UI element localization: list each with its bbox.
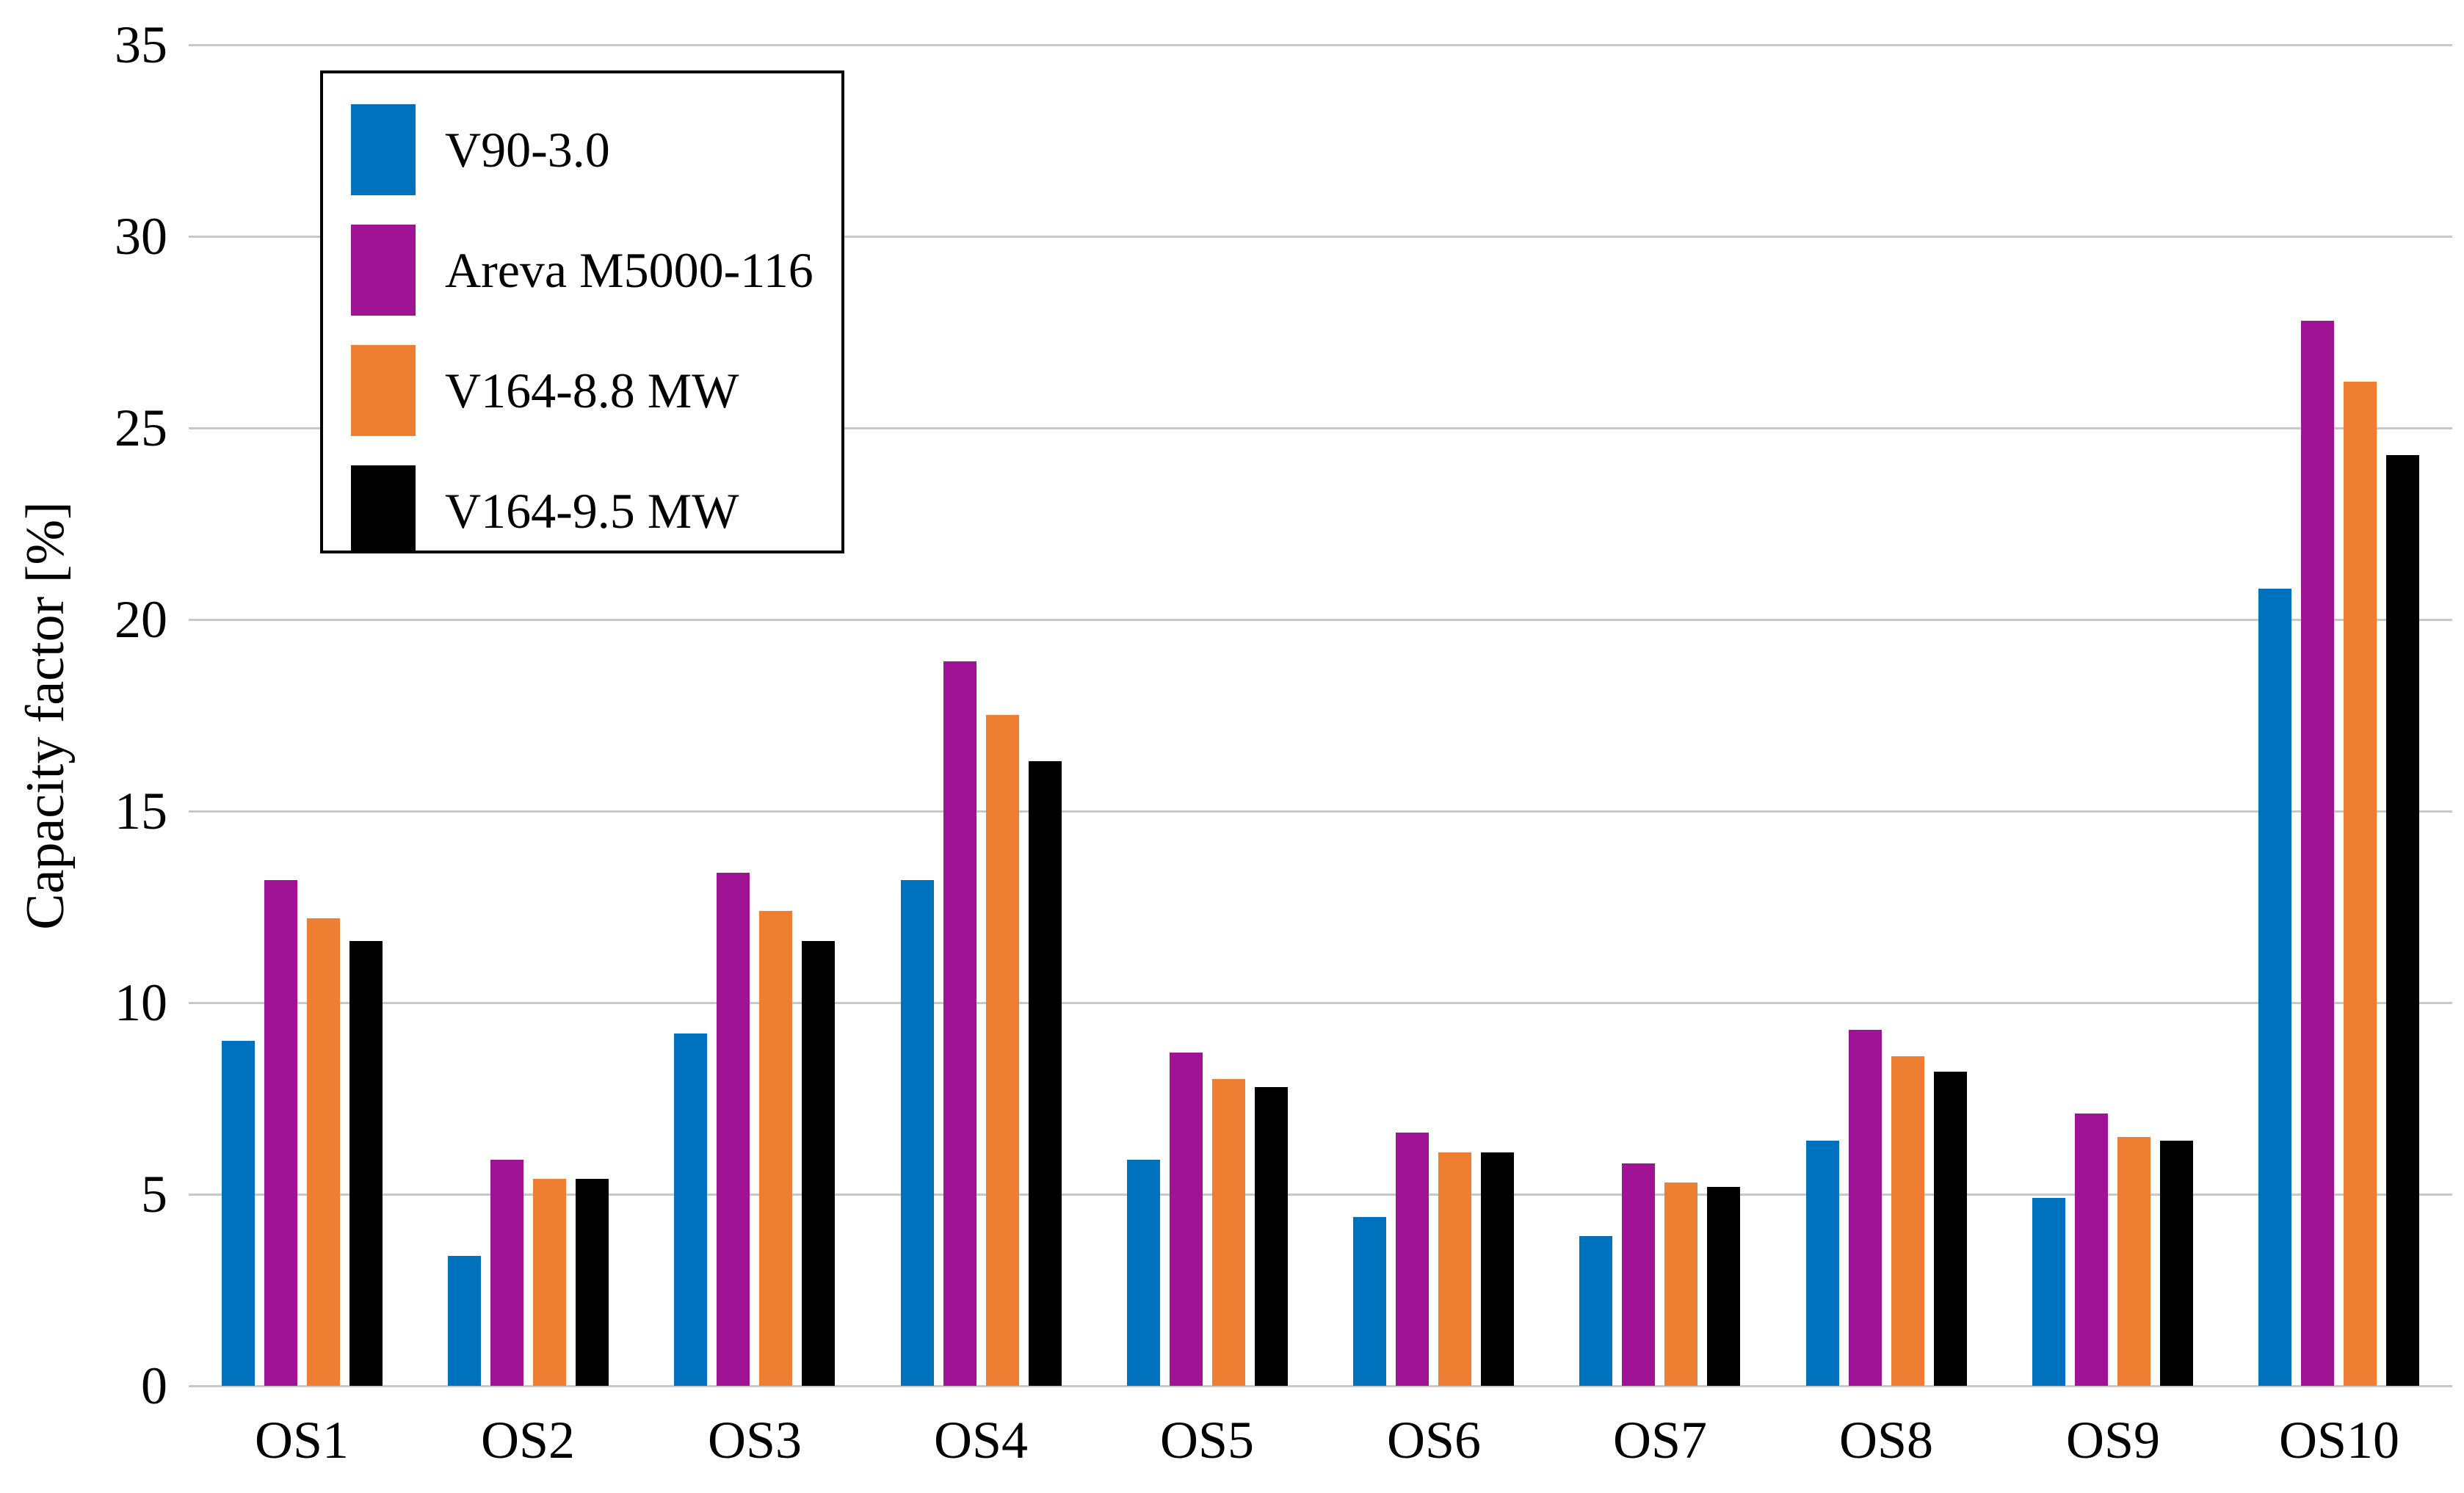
bar-OS1-V164-9.5 MW [349, 941, 383, 1386]
bar-OS9-V164-8.8 MW [2117, 1137, 2150, 1386]
x-tick-label-OS10: OS10 [2278, 1411, 2400, 1470]
bar-OS2-V90-3.0 [448, 1256, 481, 1386]
y-tick-label-30: 30 [115, 207, 167, 266]
legend-item-V164-8.8 MW: V164-8.8 MW [351, 330, 841, 451]
bar-OS3-Areva M5000-116 [717, 873, 750, 1386]
legend: V90-3.0 Areva M5000-116 V164-8.8 MW V164-9.… [320, 70, 844, 553]
x-tick-label-OS9: OS9 [2065, 1411, 2161, 1470]
x-tick-label-OS3: OS3 [707, 1411, 802, 1470]
legend-label-V164-8.8 MW: V164-8.8 MW [445, 363, 739, 418]
bar-OS8-Areva M5000-116 [1849, 1030, 1882, 1386]
bar-OS6-V164-8.8 MW [1438, 1152, 1471, 1386]
bar-OS10-V164-8.8 MW [2344, 382, 2377, 1386]
bar-OS5-V90-3.0 [1127, 1160, 1160, 1386]
bar-OS5-Areva M5000-116 [1170, 1053, 1203, 1386]
y-tick-label-10: 10 [115, 973, 167, 1032]
x-tick-label-OS8: OS8 [1838, 1411, 1934, 1470]
gridline-10 [189, 1002, 2452, 1004]
bar-OS6-V90-3.0 [1353, 1217, 1386, 1386]
gridline-15 [189, 810, 2452, 813]
y-tick-label-5: 5 [141, 1165, 167, 1224]
y-tick-label-15: 15 [115, 782, 167, 840]
gridline-35 [189, 44, 2452, 46]
legend-item-V90-3.0: V90-3.0 [351, 90, 841, 210]
bar-OS5-V164-8.8 MW [1212, 1079, 1245, 1386]
bar-OS3-V164-8.8 MW [759, 911, 792, 1386]
legend-item-V164-9.5 MW: V164-9.5 MW [351, 451, 841, 551]
gridline-30 [189, 236, 2452, 238]
x-tick-label-OS2: OS2 [480, 1411, 576, 1470]
bar-OS4-V164-9.5 MW [1029, 761, 1062, 1386]
bar-OS7-Areva M5000-116 [1622, 1163, 1655, 1386]
bar-OS7-V164-9.5 MW [1707, 1187, 1740, 1386]
bar-OS4-V164-8.8 MW [986, 715, 1019, 1386]
bar-OS6-V164-9.5 MW [1481, 1152, 1514, 1386]
bar-OS1-V90-3.0 [222, 1041, 255, 1386]
bar-OS3-V164-9.5 MW [802, 941, 835, 1386]
bar-OS6-Areva M5000-116 [1396, 1133, 1429, 1386]
y-tick-label-25: 25 [115, 399, 167, 457]
legend-label-V164-9.5 MW: V164-9.5 MW [445, 483, 739, 539]
gridline-5 [189, 1194, 2452, 1196]
bar-OS7-V90-3.0 [1579, 1236, 1612, 1386]
x-tick-label-OS7: OS7 [1612, 1411, 1708, 1470]
bar-OS9-V164-9.5 MW [2160, 1141, 2193, 1386]
bar-OS1-Areva M5000-116 [264, 880, 297, 1386]
gridline-20 [189, 619, 2452, 621]
legend-swatch-Areva M5000-116 [351, 225, 416, 316]
gridline-25 [189, 427, 2452, 429]
bar-OS8-V164-9.5 MW [1934, 1072, 1967, 1386]
bar-OS10-Areva M5000-116 [2301, 321, 2334, 1386]
y-tick-label-0: 0 [141, 1356, 167, 1415]
y-axis-title: Capacity factor [%] [15, 501, 76, 930]
bar-OS2-Areva M5000-116 [490, 1160, 523, 1386]
bar-OS4-Areva M5000-116 [943, 661, 976, 1386]
bar-OS10-V90-3.0 [2258, 589, 2291, 1386]
bar-OS10-V164-9.5 MW [2386, 455, 2419, 1386]
legend-swatch-V164-8.8 MW [351, 345, 416, 436]
legend-swatch-V90-3.0 [351, 104, 416, 195]
y-tick-label-35: 35 [115, 15, 167, 74]
legend-swatch-V164-9.5 MW [351, 465, 416, 551]
legend-label-Areva M5000-116: Areva M5000-116 [445, 242, 814, 298]
bar-OS2-V164-9.5 MW [576, 1179, 609, 1386]
x-tick-label-OS4: OS4 [933, 1411, 1029, 1470]
bar-OS4-V90-3.0 [901, 880, 934, 1386]
bar-OS2-V164-8.8 MW [533, 1179, 566, 1386]
bar-OS7-V164-8.8 MW [1664, 1183, 1697, 1386]
bar-OS1-V164-8.8 MW [307, 918, 340, 1386]
gridline-0 [189, 1385, 2452, 1387]
bar-OS8-V90-3.0 [1806, 1141, 1839, 1386]
x-tick-label-OS5: OS5 [1159, 1411, 1255, 1470]
bar-OS3-V90-3.0 [674, 1034, 707, 1386]
x-tick-label-OS6: OS6 [1386, 1411, 1482, 1470]
bar-OS9-Areva M5000-116 [2075, 1114, 2108, 1386]
bar-OS8-V164-8.8 MW [1891, 1056, 1924, 1386]
legend-label-V90-3.0: V90-3.0 [445, 122, 610, 178]
y-tick-label-20: 20 [115, 590, 167, 649]
legend-item-Areva M5000-116: Areva M5000-116 [351, 210, 841, 330]
bar-OS5-V164-9.5 MW [1255, 1087, 1288, 1386]
bar-OS9-V90-3.0 [2032, 1198, 2065, 1386]
x-tick-label-OS1: OS1 [254, 1411, 349, 1470]
